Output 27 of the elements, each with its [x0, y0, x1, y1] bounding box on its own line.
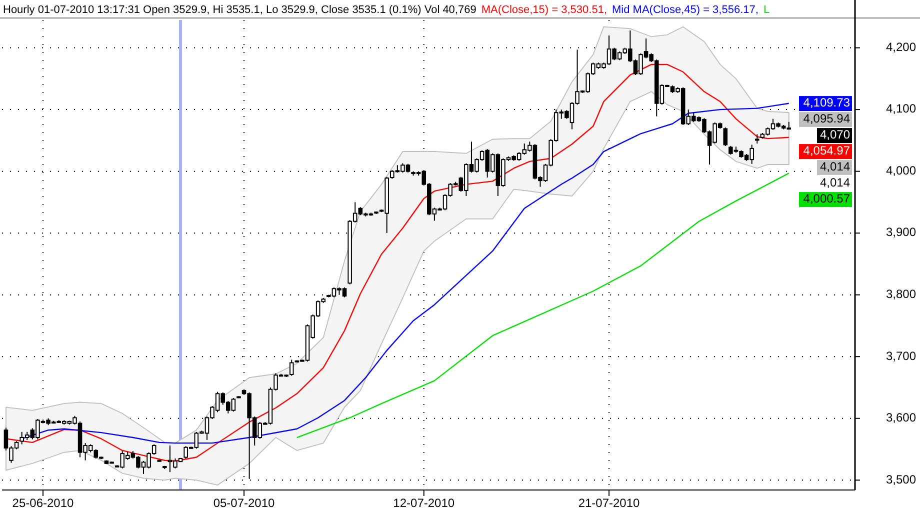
- y-tick-label: 3,700: [886, 348, 916, 363]
- text: L: [763, 4, 770, 16]
- x-tick-label: 05-07-2010: [213, 496, 276, 510]
- y-tick-label: 3,900: [886, 225, 916, 240]
- line-series: [296, 172, 790, 438]
- y-tick-label: 4,200: [886, 40, 916, 54]
- line-series: [21, 102, 790, 444]
- y-tick-label: 3,600: [886, 410, 916, 425]
- y-tick-label: 4,000: [886, 163, 916, 178]
- y-tick-label: 3,800: [886, 287, 916, 302]
- x-tick-label: 25-06-2010: [12, 496, 74, 510]
- text: 4,000.57: [803, 192, 850, 206]
- candlestick: [754, 134, 760, 144]
- text: 4,014: [820, 160, 850, 174]
- chart-title: Hourly 01-07-2010 13:17:31 Open 3529.9, Hi 3535.1, Lo 3529.9, Close 3535.1 (0.1%) Vol 40,769: [3, 4, 476, 16]
- candlestick: [723, 126, 728, 146]
- text: 4,070: [820, 128, 850, 142]
- y-tick-label: 4,100: [886, 102, 916, 116]
- x-tick-label: 12-07-2010: [393, 496, 455, 510]
- text: Mid MA(Close,45) = 3,556.17,: [612, 4, 758, 16]
- text: MA(Close,15) = 3,530.51,: [481, 4, 607, 16]
- text: 4,014: [820, 176, 850, 190]
- x-tick-label: 21-07-2010: [578, 496, 640, 510]
- text: 4,054.97: [803, 144, 850, 158]
- text: 4,109.73: [803, 96, 850, 110]
- text: 4,095.94: [803, 112, 850, 126]
- y-tick-label: 3,500: [886, 472, 916, 486]
